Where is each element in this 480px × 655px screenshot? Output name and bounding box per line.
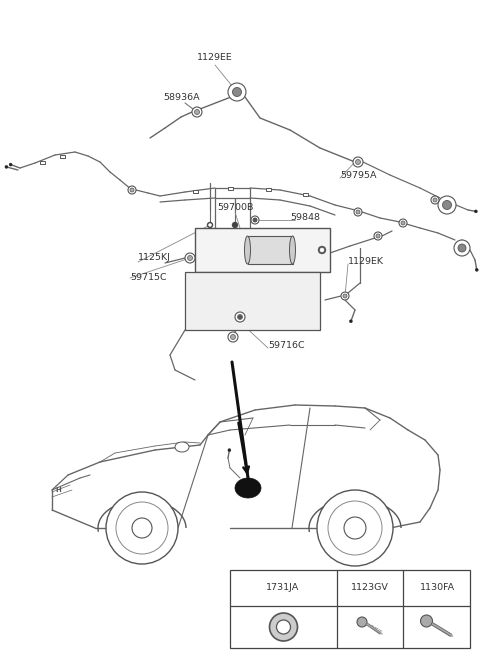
Circle shape [9, 163, 12, 166]
Circle shape [232, 222, 238, 228]
Bar [228, 187, 232, 189]
Circle shape [228, 449, 231, 451]
Circle shape [238, 314, 242, 320]
Text: 1123GV: 1123GV [351, 584, 389, 593]
Circle shape [353, 157, 363, 167]
Text: 1731JA: 1731JA [266, 584, 300, 593]
Circle shape [232, 88, 241, 96]
Circle shape [228, 332, 238, 342]
Bar [185, 272, 320, 330]
Ellipse shape [244, 236, 251, 264]
Text: 1125KJ: 1125KJ [138, 253, 171, 263]
Circle shape [253, 218, 257, 222]
Circle shape [188, 255, 192, 261]
Circle shape [376, 234, 380, 238]
Circle shape [317, 490, 393, 566]
Circle shape [401, 221, 405, 225]
Bar [195, 228, 330, 272]
Circle shape [474, 210, 478, 213]
Circle shape [328, 501, 382, 555]
Circle shape [420, 615, 432, 627]
Circle shape [5, 166, 8, 168]
Circle shape [230, 335, 236, 339]
Text: 59715C: 59715C [130, 274, 167, 282]
Circle shape [454, 240, 470, 256]
Text: 59795A: 59795A [340, 170, 376, 179]
Circle shape [253, 218, 257, 222]
Ellipse shape [235, 478, 261, 498]
Circle shape [475, 269, 478, 271]
Circle shape [349, 320, 352, 323]
Circle shape [192, 107, 202, 117]
Circle shape [343, 294, 347, 298]
Bar [60, 155, 64, 157]
Circle shape [399, 219, 407, 227]
Circle shape [194, 109, 200, 115]
Circle shape [354, 208, 362, 216]
Circle shape [431, 196, 439, 204]
Ellipse shape [175, 442, 189, 452]
Circle shape [276, 620, 290, 634]
Circle shape [443, 200, 452, 210]
Bar [39, 160, 45, 164]
Circle shape [235, 312, 245, 322]
Text: 1130FA: 1130FA [420, 584, 455, 593]
Circle shape [458, 244, 466, 252]
Circle shape [238, 315, 242, 319]
Circle shape [251, 216, 259, 224]
Text: 1129EK: 1129EK [348, 257, 384, 267]
Circle shape [374, 232, 382, 240]
Circle shape [130, 188, 134, 192]
Bar [248, 236, 292, 264]
Text: 59700B: 59700B [217, 204, 253, 212]
Circle shape [185, 253, 195, 263]
Circle shape [269, 613, 298, 641]
Text: 1129EE: 1129EE [197, 54, 233, 62]
Text: 59716C: 59716C [268, 341, 305, 350]
Circle shape [344, 517, 366, 539]
Circle shape [356, 160, 360, 164]
Bar [230, 570, 470, 648]
Bar [302, 193, 308, 195]
Circle shape [207, 222, 213, 228]
Circle shape [318, 246, 326, 254]
Bar [265, 187, 271, 191]
Circle shape [438, 196, 456, 214]
Circle shape [357, 617, 367, 627]
Circle shape [341, 292, 349, 300]
Circle shape [116, 502, 168, 554]
Circle shape [208, 223, 212, 227]
Circle shape [356, 210, 360, 214]
Text: H: H [55, 487, 61, 493]
Text: 58936A: 58936A [163, 94, 200, 102]
Circle shape [128, 186, 136, 194]
Circle shape [320, 248, 324, 252]
Ellipse shape [289, 236, 296, 264]
Text: 59848: 59848 [290, 214, 320, 223]
Circle shape [433, 198, 437, 202]
Circle shape [132, 518, 152, 538]
Bar [192, 189, 197, 193]
Circle shape [106, 492, 178, 564]
Circle shape [228, 83, 246, 101]
